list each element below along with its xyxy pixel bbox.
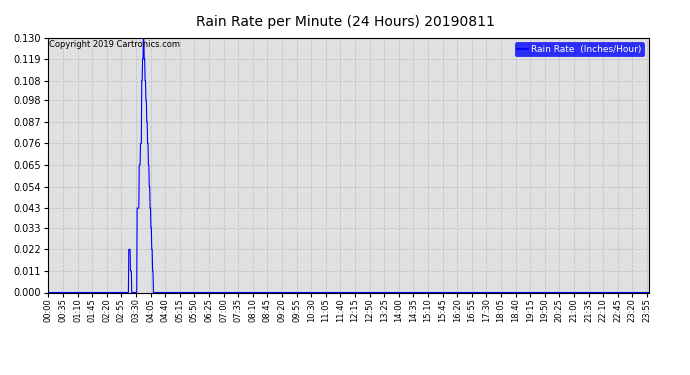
- Text: Copyright 2019 Cartronics.com: Copyright 2019 Cartronics.com: [49, 40, 180, 49]
- Legend: Rain Rate  (Inches/Hour): Rain Rate (Inches/Hour): [515, 42, 644, 56]
- Text: Rain Rate per Minute (24 Hours) 20190811: Rain Rate per Minute (24 Hours) 20190811: [195, 15, 495, 29]
